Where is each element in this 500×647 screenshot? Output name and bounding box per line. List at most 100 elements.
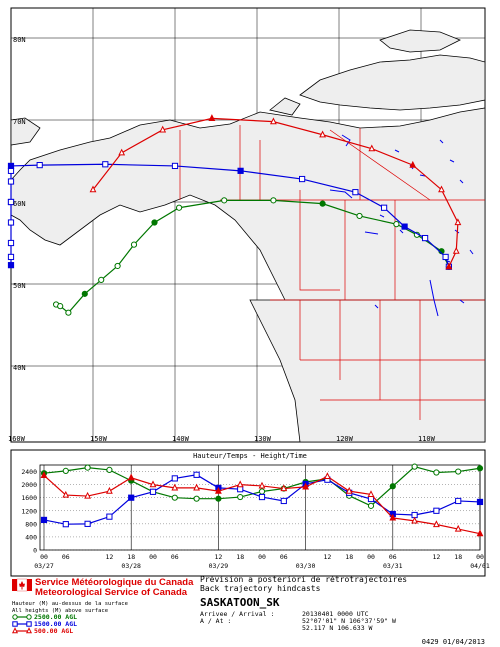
height-time-title: Hauteur/Temps - Height/Time bbox=[193, 452, 307, 460]
lat-label-60n: 60N bbox=[13, 200, 26, 208]
height-series-point-2500 bbox=[433, 469, 440, 476]
trajectory-point-500 bbox=[269, 117, 277, 125]
trajectory-point-tail bbox=[7, 262, 15, 269]
height-series-point-500 bbox=[476, 529, 484, 537]
trajectory-point-tail bbox=[7, 239, 15, 247]
trajectory-point-500 bbox=[118, 148, 126, 156]
height-series-point-500 bbox=[193, 483, 201, 491]
x-tick-hour: 18 bbox=[127, 553, 135, 561]
trajectory-point-1500 bbox=[36, 162, 43, 169]
height-series-point-2500 bbox=[455, 468, 462, 475]
height-series-point-1500 bbox=[128, 494, 135, 501]
land-lower-48 bbox=[249, 299, 486, 443]
x-tick-hour: 18 bbox=[454, 553, 462, 561]
x-tick-hour: 06 bbox=[389, 553, 397, 561]
height-series-point-500 bbox=[280, 484, 288, 492]
height-series-point-500 bbox=[345, 486, 353, 494]
x-tick-hour: 00 bbox=[367, 553, 375, 561]
height-series-point-2500 bbox=[193, 495, 200, 502]
height-series-point-500 bbox=[149, 480, 157, 488]
height-series-point-500 bbox=[432, 520, 440, 528]
lon-label-120w: 120W bbox=[336, 435, 354, 443]
x-tick-date: 04/01 bbox=[470, 562, 490, 570]
plot-area bbox=[39, 464, 481, 551]
height-series-point-500 bbox=[214, 486, 222, 494]
land-masses bbox=[10, 29, 486, 443]
legend-marker-1500 bbox=[26, 621, 32, 627]
trajectory-point-1500 bbox=[299, 175, 306, 183]
height-note-en: All heights (M) above surface bbox=[12, 608, 108, 614]
agency-name-fr: Service Météorologique du Canada bbox=[35, 577, 194, 588]
agency-name-en: Meteorological Service of Canada bbox=[35, 587, 188, 598]
land-island-west bbox=[269, 97, 301, 116]
x-tick-hour: 06 bbox=[280, 553, 288, 561]
land-siberia bbox=[10, 117, 41, 146]
trajectory-point-1500 bbox=[102, 161, 109, 168]
height-series-point-1500 bbox=[258, 493, 266, 501]
height-series-point-500 bbox=[323, 472, 331, 480]
trajectory-point-500 bbox=[445, 262, 453, 270]
legend-marker-1500 bbox=[12, 621, 18, 627]
product-title-fr: Prévision a posteriori de rétrotrajectoi… bbox=[200, 574, 407, 584]
trajectory-point-1500 bbox=[442, 253, 449, 261]
x-tick-hour: 06 bbox=[171, 553, 179, 561]
height-series-point-2500 bbox=[411, 463, 418, 470]
trajectory-point-500 bbox=[452, 246, 460, 254]
trajectory-point-tail bbox=[7, 253, 15, 261]
height-series-point-500 bbox=[127, 473, 135, 481]
at-value-dms: 52°07'01" N 106°37'59" W bbox=[302, 617, 396, 625]
trajectory-point-1500 bbox=[401, 223, 408, 230]
height-series-point-2500 bbox=[389, 483, 396, 490]
lon-label-160w: 160W bbox=[8, 435, 26, 443]
lake-winnipeg bbox=[429, 279, 439, 317]
y-tick-label: 1200 bbox=[21, 507, 37, 515]
x-tick-hour: 06 bbox=[62, 553, 70, 561]
issue-stamp: 0429 01/04/2013 bbox=[422, 638, 485, 646]
canada-flag-icon bbox=[12, 578, 32, 592]
y-tick-label: 0 bbox=[33, 547, 37, 555]
trajectory-point-500 bbox=[438, 185, 445, 193]
height-series-point-1500 bbox=[280, 497, 287, 505]
height-series-point-500 bbox=[367, 490, 375, 498]
lake-great-bear bbox=[341, 134, 351, 147]
height-series-point-2500 bbox=[367, 502, 375, 509]
height-series-point-2500 bbox=[62, 467, 69, 474]
lat-label-40n: 40N bbox=[13, 364, 26, 372]
x-tick-hour: 12 bbox=[214, 553, 222, 561]
trajectory-point-500 bbox=[319, 130, 327, 138]
arrival-value: 20130401 0000 UTC bbox=[302, 610, 369, 618]
height-series-point-500 bbox=[105, 486, 113, 494]
trajectory-point-500 bbox=[159, 125, 167, 133]
trajectory-point-500 bbox=[409, 160, 417, 168]
trajectory-point-1500 bbox=[7, 178, 15, 185]
x-tick-date: 03/31 bbox=[383, 562, 403, 570]
trajectory-point-2500 bbox=[57, 303, 64, 310]
height-series-point-500 bbox=[411, 516, 419, 524]
y-tick-label: 800 bbox=[25, 520, 37, 528]
height-series-point-500 bbox=[302, 482, 310, 490]
trajectory-point-2500 bbox=[176, 204, 183, 211]
height-series-point-1500 bbox=[476, 498, 484, 506]
trajectory-point-2500 bbox=[98, 276, 105, 283]
trajectory-point-1500 bbox=[422, 234, 429, 242]
footer-panel: Service Météorologique du Canada Meteoro… bbox=[11, 574, 485, 646]
lake-athabasca bbox=[364, 231, 379, 235]
x-tick-hour: 18 bbox=[236, 553, 244, 561]
height-series-point-2500 bbox=[258, 488, 266, 495]
trajectory-point-2500 bbox=[81, 290, 88, 297]
height-series-point-1500 bbox=[237, 486, 244, 493]
product-title-en: Back trajectory hindcasts bbox=[200, 584, 321, 593]
legend-label: 2500.00 AGL bbox=[34, 613, 77, 621]
at-value-dec: 52.117 N 106.633 W bbox=[302, 624, 373, 632]
legend-label: 500.00 AGL bbox=[34, 627, 73, 635]
height-series-point-1500 bbox=[149, 488, 157, 495]
land-arctic-islands bbox=[299, 54, 486, 111]
lon-label-140w: 140W bbox=[172, 435, 190, 443]
border-us-states bbox=[299, 300, 485, 420]
trajectory-point-500 bbox=[208, 114, 216, 121]
height-series-point-1500 bbox=[171, 475, 178, 482]
trajectory-layer bbox=[7, 114, 462, 316]
trajectory-point-2500 bbox=[221, 197, 228, 204]
